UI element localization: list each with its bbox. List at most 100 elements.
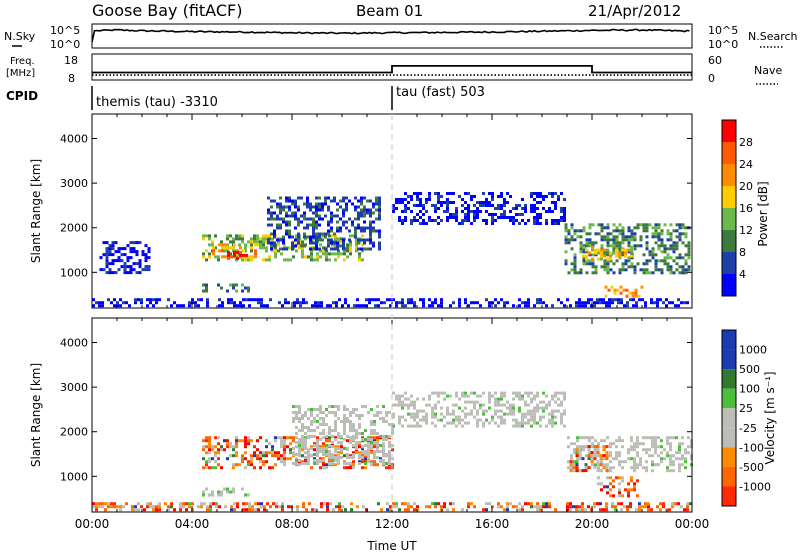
- heatmap-cell: [307, 417, 310, 420]
- heatmap-cell: [551, 424, 554, 428]
- heatmap-cell: [458, 406, 461, 410]
- heatmap-cell: [455, 216, 458, 219]
- heatmap-cell: [530, 397, 533, 401]
- heatmap-cell: [173, 508, 176, 512]
- heatmap-cell: [530, 210, 533, 213]
- heatmap-cell: [310, 255, 313, 259]
- heatmap-cell: [107, 502, 110, 506]
- heatmap-cell: [594, 451, 597, 455]
- heatmap-cell: [569, 460, 573, 464]
- heatmap-cell: [446, 216, 449, 219]
- heatmap-cell: [331, 445, 334, 449]
- heatmap-cell: [298, 453, 301, 456]
- heatmap-cell: [645, 235, 649, 239]
- heatmap-cell: [328, 258, 331, 262]
- heatmap-cell: [332, 508, 335, 512]
- heatmap-cell: [328, 456, 331, 459]
- heatmap-cell: [295, 441, 298, 444]
- heatmap-cell: [545, 304, 548, 308]
- heatmap-cell: [602, 445, 606, 449]
- heatmap-cell: [672, 247, 676, 251]
- heatmap-cell: [657, 226, 661, 230]
- heatmap-cell: [336, 226, 339, 230]
- heatmap-cell: [533, 409, 536, 413]
- heatmap-cell: [247, 240, 250, 244]
- heatmap-cell: [147, 265, 151, 269]
- heatmap-cell: [296, 508, 299, 512]
- heatmap-cell: [354, 226, 357, 230]
- heatmap-cell: [654, 226, 658, 230]
- heatmap-cell: [354, 208, 357, 212]
- heatmap-cell: [422, 298, 425, 302]
- heatmap-cell: [345, 226, 348, 230]
- heatmap-cell: [322, 463, 325, 467]
- heatmap-cell: [621, 262, 625, 266]
- heatmap-cell: [325, 447, 328, 450]
- heatmap-cell: [609, 244, 613, 248]
- heatmap-cell: [419, 201, 422, 204]
- heatmap-cell: [336, 202, 339, 206]
- heatmap-cell: [312, 205, 315, 209]
- heatmap-cell: [285, 211, 288, 215]
- heatmap-cell: [620, 301, 623, 305]
- heatmap-cell: [352, 408, 355, 411]
- heatmap-cell: [343, 258, 346, 262]
- heatmap-cell: [404, 403, 407, 407]
- heatmap-cell: [428, 505, 431, 509]
- heatmap-cell: [458, 304, 461, 308]
- heatmap-cell: [479, 304, 482, 308]
- heatmap-cell: [239, 301, 242, 305]
- heatmap-cell: [295, 411, 298, 414]
- heatmap-cell: [407, 301, 410, 305]
- heatmap-cell: [618, 223, 622, 227]
- heatmap-cell: [265, 234, 268, 238]
- heatmap-cell: [392, 502, 395, 506]
- heatmap-cell: [585, 271, 589, 275]
- heatmap-cell: [567, 460, 570, 464]
- heatmap-cell: [378, 211, 381, 215]
- heatmap-cell: [282, 235, 285, 239]
- heatmap-cell: [370, 438, 373, 441]
- heatmap-cell: [304, 411, 307, 414]
- heatmap-cell: [332, 301, 335, 305]
- heatmap-cell: [283, 463, 286, 467]
- heatmap-cell: [217, 442, 220, 446]
- heatmap-cell: [581, 304, 584, 308]
- heatmap-cell: [666, 238, 670, 242]
- heatmap-cell: [303, 226, 306, 230]
- heatmap-cell: [266, 502, 269, 506]
- heatmap-cell: [512, 406, 515, 410]
- heatmap-cell: [372, 244, 375, 248]
- heatmap-cell: [281, 508, 284, 512]
- heatmap-cell: [254, 252, 257, 256]
- heatmap-cell: [416, 421, 419, 425]
- heatmap-cell: [618, 482, 621, 486]
- heatmap-cell: [569, 469, 573, 473]
- heatmap-cell: [669, 268, 673, 272]
- heatmap-cell: [388, 456, 391, 459]
- heatmap-cell: [636, 223, 640, 227]
- heatmap-cell: [250, 237, 253, 241]
- heatmap-cell: [188, 502, 191, 506]
- heatmap-cell: [401, 400, 404, 404]
- heatmap-cell: [587, 301, 590, 305]
- heatmap-cell: [609, 232, 613, 236]
- heatmap-cell: [608, 298, 611, 302]
- heatmap-cell: [202, 255, 205, 259]
- heatmap-cell: [585, 445, 588, 449]
- heatmap-cell: [337, 435, 340, 438]
- heatmap-cell: [352, 463, 355, 467]
- heatmap-cell: [298, 417, 301, 420]
- heatmap-cell: [443, 415, 446, 419]
- heatmap-cell: [147, 268, 151, 272]
- heatmap-cell: [346, 453, 349, 456]
- heatmap-cell: [364, 462, 367, 465]
- heatmap-cell: [570, 262, 574, 266]
- heatmap-cell: [256, 240, 259, 244]
- heatmap-cell: [200, 298, 203, 302]
- heatmap-cell: [244, 246, 247, 250]
- heatmap-cell: [587, 466, 591, 470]
- heatmap-cell: [591, 257, 594, 261]
- heatmap-cell: [452, 192, 455, 195]
- velocity-colorbar-tick: 1000: [739, 344, 767, 357]
